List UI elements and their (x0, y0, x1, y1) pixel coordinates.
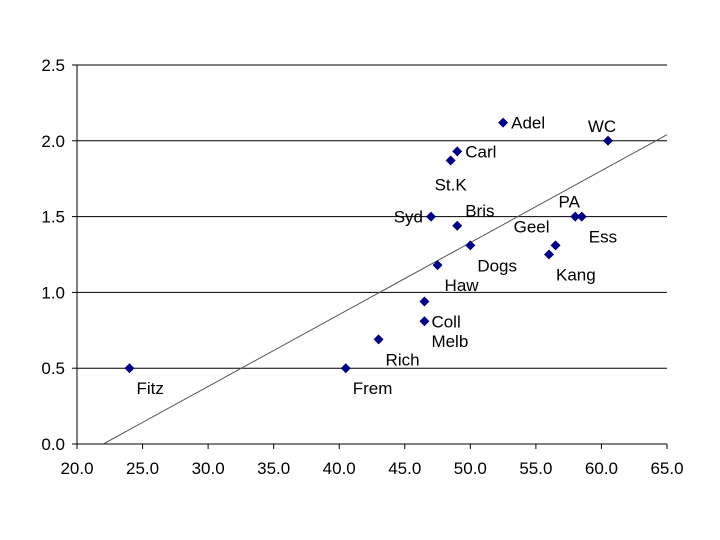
data-point-wc (603, 135, 613, 146)
data-point-adel (498, 117, 509, 128)
data-point-bris (452, 220, 463, 231)
data-point-ess (576, 211, 587, 222)
point-label-adel: Adel (511, 114, 545, 133)
trendline (102, 134, 668, 445)
data-point-dogs (465, 240, 476, 251)
gridlines (77, 64, 667, 369)
data-point-kang (544, 249, 554, 260)
point-label-carl: Carl (465, 142, 496, 161)
point-label-fitz: Fitz (136, 379, 163, 398)
data-point-frem (340, 363, 351, 374)
x-tick-label: 55.0 (519, 459, 552, 478)
data-point-rich (373, 334, 384, 345)
data-point-coll (419, 296, 430, 307)
x-tick-label: 60.0 (585, 459, 618, 478)
x-tick-label: 20.0 (60, 459, 93, 478)
data-point-fitz (124, 363, 135, 374)
data-point-melb (419, 316, 430, 327)
point-label-rich: Rich (386, 350, 420, 369)
axes: 0.0 0.5 1.0 1.5 2.0 2.5 20.0 25.0 30.0 35.0 40.0 45… (41, 56, 683, 478)
y-tick-label: 2.0 (41, 132, 65, 151)
point-label-coll: Coll (431, 312, 460, 331)
point-label-pa: PA (559, 193, 581, 212)
point-label-st-k: St.K (435, 176, 468, 195)
data-point-st-k (445, 155, 456, 166)
data-point-syd (426, 211, 436, 222)
data-point-pa (570, 211, 581, 222)
point-label-bris: Bris (465, 202, 494, 221)
x-tick-label: 35.0 (257, 459, 290, 478)
point-label-syd: Syd (394, 208, 423, 227)
x-tick-label: 25.0 (126, 459, 159, 478)
point-label-frem: Frem (353, 379, 393, 398)
y-tick-label: 1.5 (41, 208, 65, 227)
x-tick-label: 65.0 (650, 459, 683, 478)
y-tick-label: 1.0 (41, 283, 65, 302)
y-tick-label: 0.0 (41, 435, 65, 454)
point-label-ess: Ess (589, 228, 617, 247)
trendline-layer (102, 134, 668, 445)
x-tick-label: 40.0 (323, 459, 356, 478)
point-label-dogs: Dogs (477, 256, 517, 275)
point-label-wc: WC (588, 117, 616, 136)
x-tick-label: 45.0 (388, 459, 421, 478)
data-point-carl (452, 146, 463, 157)
data-point-haw (432, 260, 443, 271)
data-points (124, 117, 613, 374)
x-tick-label: 50.0 (454, 459, 487, 478)
point-label-kang: Kang (556, 266, 596, 285)
y-tick-label: 2.5 (41, 56, 65, 75)
point-label-melb: Melb (431, 332, 468, 351)
point-label-haw: Haw (445, 276, 480, 295)
data-point-geel (550, 240, 561, 251)
x-tick-label: 30.0 (192, 459, 225, 478)
point-labels: Adel WC Carl St.K Syd Bris PA Ess Geel Dogs Kang Ha… (136, 114, 617, 399)
y-tick-label: 0.5 (41, 359, 65, 378)
point-label-geel: Geel (514, 217, 550, 236)
